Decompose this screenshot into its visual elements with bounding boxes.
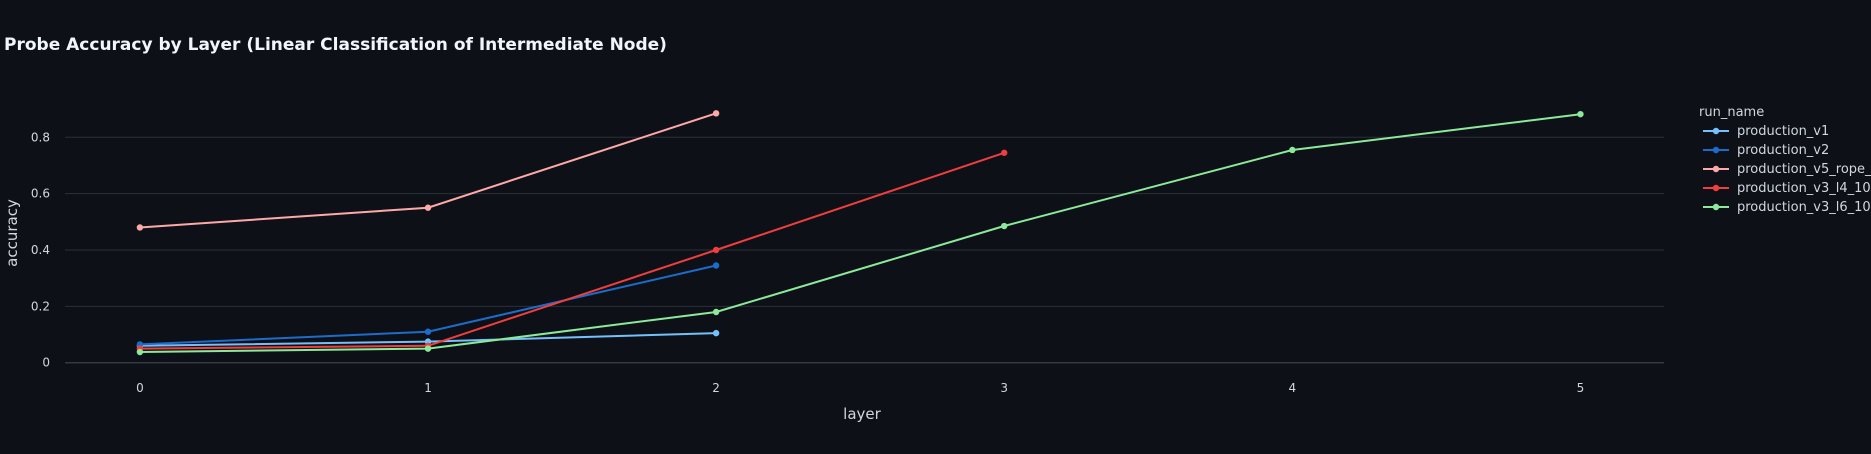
data-point[interactable] — [1577, 110, 1584, 118]
y-tick-label: 0.8 — [31, 130, 50, 144]
legend-item[interactable]: production_v2 — [1703, 143, 1829, 158]
legend-label: production_v3_l6_10k — [1737, 200, 1871, 215]
data-point[interactable] — [424, 204, 432, 211]
legend-label: production_v5_rope_10k — [1737, 162, 1871, 177]
legend-item[interactable]: production_v3_l4_10k — [1703, 181, 1871, 196]
legend-label: production_v1 — [1737, 124, 1829, 139]
data-point[interactable] — [1001, 222, 1008, 230]
legend-label: production_v3_l4_10k — [1737, 181, 1871, 196]
data-point[interactable] — [1289, 146, 1296, 154]
series-production_v3_l4_10k — [136, 149, 1008, 352]
series-line — [139, 113, 1581, 353]
x-tick-label: 5 — [1577, 381, 1585, 395]
legend-swatch-marker — [1712, 146, 1720, 154]
legend: run_name production_v1production_v2produ… — [1699, 105, 1871, 215]
data-point[interactable] — [1001, 149, 1008, 156]
legend-item[interactable]: production_v3_l6_10k — [1703, 200, 1871, 215]
data-point[interactable] — [136, 348, 144, 356]
x-axis-title: layer — [843, 405, 881, 423]
data-point[interactable] — [712, 262, 720, 269]
data-point[interactable] — [424, 328, 432, 335]
series-production_v5_rope_10k — [136, 110, 720, 231]
legend-swatch-marker — [1712, 127, 1720, 135]
legend-items: production_v1 production_v2 production_v5_… — [1703, 124, 1871, 215]
data-point[interactable] — [424, 345, 432, 352]
data-point[interactable] — [136, 224, 144, 231]
y-tick-label: 0.2 — [31, 299, 50, 313]
legend-item[interactable]: production_v1 — [1703, 124, 1829, 139]
legend-label: production_v2 — [1737, 143, 1829, 158]
x-tick-label: 4 — [1289, 381, 1297, 395]
x-axis-ticks: 0 1 2 3 4 5 — [136, 381, 1584, 395]
data-point[interactable] — [712, 308, 720, 316]
series-line — [139, 151, 1005, 350]
legend-title: run_name — [1699, 105, 1764, 120]
x-tick-label: 0 — [136, 381, 144, 395]
y-tick-label: 0.4 — [31, 243, 50, 257]
y-tick-label: 0.6 — [31, 187, 50, 201]
data-point[interactable] — [712, 329, 720, 337]
data-point[interactable] — [712, 246, 720, 254]
legend-swatch-marker — [1712, 203, 1720, 211]
chart-title: Probe Accuracy by Layer (Linear Classifi… — [4, 35, 667, 55]
x-tick-label: 2 — [712, 381, 720, 395]
y-tick-label: 0 — [42, 356, 50, 370]
legend-swatch-marker — [1712, 165, 1720, 173]
data-point[interactable] — [712, 110, 720, 117]
x-tick-label: 1 — [424, 381, 432, 395]
series-lines — [136, 110, 1584, 356]
legend-item[interactable]: production_v5_rope_10k — [1703, 162, 1871, 177]
y-axis-ticks: 0 0.2 0.4 0.6 0.8 — [31, 130, 50, 369]
y-axis-title: accuracy — [3, 199, 21, 267]
grid-lines — [65, 136, 1664, 364]
legend-swatch-marker — [1712, 184, 1720, 192]
series-production_v3_l6_10k — [136, 110, 1584, 356]
x-tick-label: 3 — [1000, 381, 1008, 395]
